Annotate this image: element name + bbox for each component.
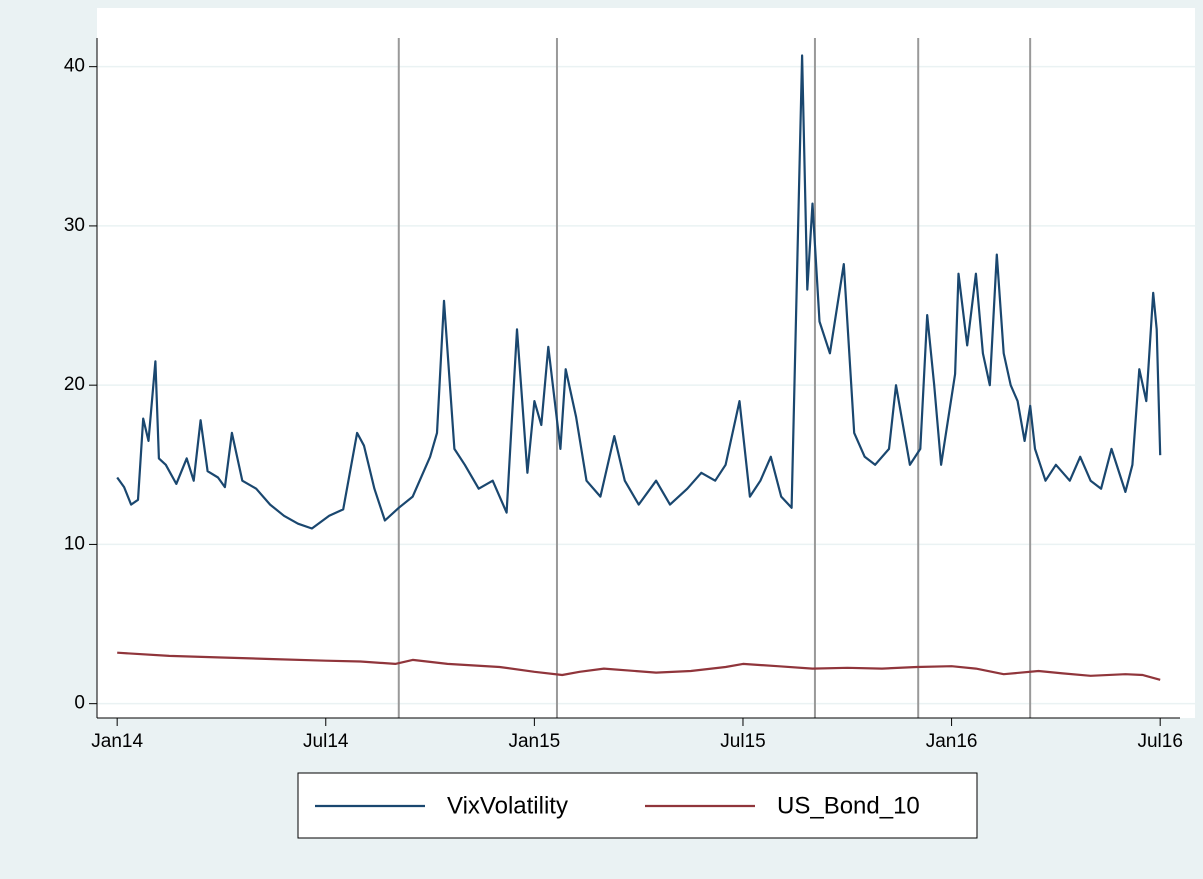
series-line xyxy=(117,651,1161,681)
y-tick-label: 10 xyxy=(64,533,85,554)
legend-label: US_Bond_10 xyxy=(777,792,920,819)
x-tick-label: Jan14 xyxy=(91,731,143,752)
legend-label: VixVolatility xyxy=(447,792,568,819)
x-tick-label: Jan16 xyxy=(926,731,978,752)
x-tick-label: Jul16 xyxy=(1137,731,1182,752)
y-tick-label: 30 xyxy=(64,215,85,236)
y-tick-label: 20 xyxy=(64,374,85,395)
y-tick-label: 0 xyxy=(74,693,85,714)
x-tick-label: Jan15 xyxy=(508,731,560,752)
x-tick-label: Jul15 xyxy=(720,731,765,752)
y-tick-label: 40 xyxy=(64,56,85,77)
series-line xyxy=(116,54,1162,530)
plot-area xyxy=(97,8,1195,718)
x-tick-label: Jul14 xyxy=(303,731,349,752)
